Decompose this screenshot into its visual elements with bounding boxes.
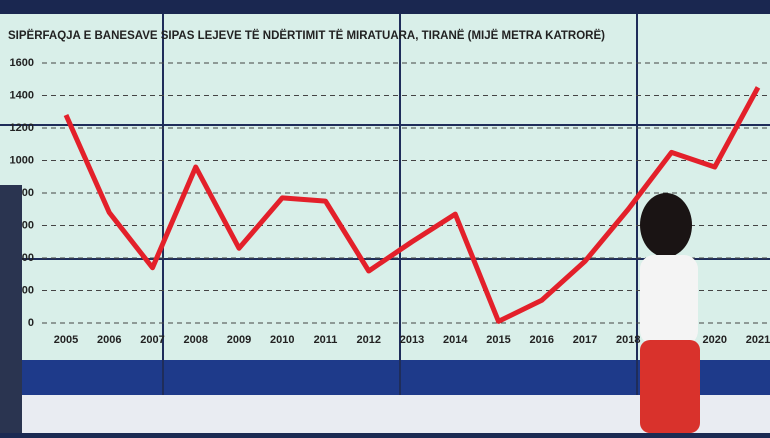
presenter-left [0,185,22,433]
x-tick-label: 2011 [314,334,338,346]
x-tick-label: 2012 [357,334,381,346]
x-tick-label: 2017 [573,334,597,346]
y-tick-label: 1200 [10,122,34,134]
x-tick-label: 2010 [270,334,294,346]
x-tick-label: 2015 [486,334,510,346]
x-tick-label: 2008 [184,334,208,346]
x-tick-label: 2007 [140,334,164,346]
data-line [63,86,761,324]
presenter-hair [640,193,692,257]
wall-top [0,0,770,14]
x-tick-label: 2005 [54,334,78,346]
chart-title: SIPËRFAQJA E BANESAVE SIPAS LEJEVE TË ND… [8,29,605,42]
x-tick-label: 2021 [746,334,770,346]
y-tick-label: 1000 [10,154,34,166]
y-tick-label: 1400 [10,89,34,101]
x-tick-label: 2016 [530,334,554,346]
x-tick-label: 2013 [400,334,424,346]
y-tick-label: 0 [28,317,34,329]
x-tick-label: 2020 [703,334,727,346]
x-tick-label: 2014 [443,334,468,346]
x-tick-label: 2009 [227,334,251,346]
presenter-skirt [640,340,700,433]
y-tick-label: 1600 [10,57,34,69]
presenter-shirt [640,255,698,345]
x-tick-label: 2018 [616,334,640,346]
x-tick-label: 2006 [97,334,121,346]
